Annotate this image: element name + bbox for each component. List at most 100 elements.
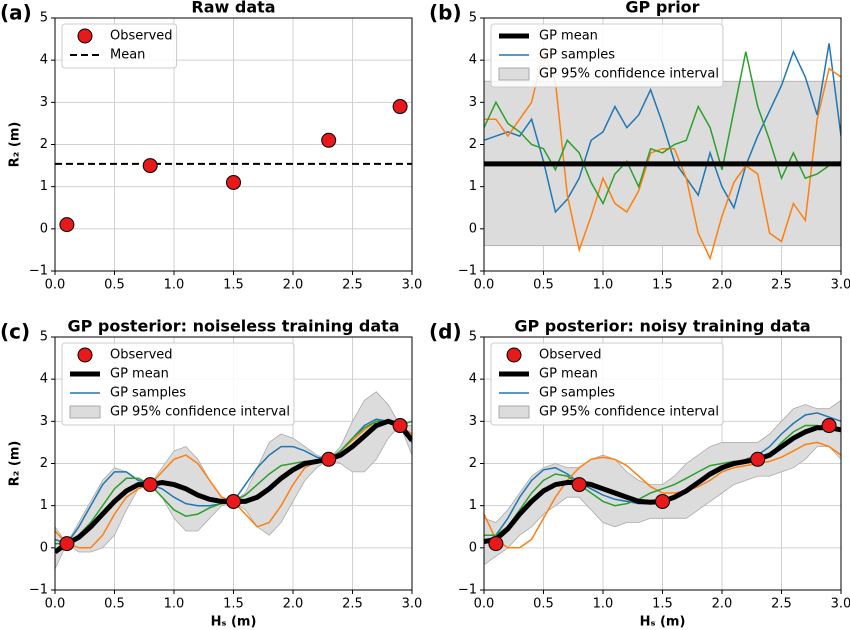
legend-box — [61, 342, 295, 426]
x-tick-label: 1.5 — [652, 278, 673, 293]
x-tick-label: 0.0 — [45, 278, 66, 293]
y-tick-label: 2 — [40, 456, 48, 471]
y-tick-label: 0 — [469, 221, 477, 236]
y-tick-label: 3 — [469, 95, 477, 110]
legend-marker — [506, 347, 522, 363]
observed-point — [226, 493, 241, 509]
sample-line — [484, 441, 841, 549]
y-tick-label: 2 — [469, 137, 477, 152]
legend: GP mean GP samples GP 95% confidence inter… — [490, 23, 724, 88]
legend-label: GP 95% confidence interval — [110, 405, 290, 420]
panel: (b) GP prior 0.0 0.5 1.0 1.5 2.0 2.5 3.0 −1 0 1 2 3 4 5… — [429, 0, 850, 293]
axes-frame — [54, 17, 413, 272]
observed-point — [392, 99, 408, 115]
x-tick-label: 2.5 — [771, 597, 792, 612]
y-tick-label: −1 — [29, 264, 48, 279]
legend-marker — [498, 405, 530, 419]
observed-point — [142, 477, 158, 493]
legend-box — [490, 342, 724, 426]
legend: Observed GP mean GP samples GP 95% confiden… — [490, 342, 724, 426]
x-tick-label: 0.5 — [533, 597, 554, 612]
sample-line — [484, 424, 841, 536]
observed-point — [488, 536, 504, 552]
confidence-band — [55, 391, 412, 570]
y-tick-label: 1 — [40, 179, 48, 194]
y-axis-label: R₂ (m) — [8, 122, 23, 168]
y-tick-label: 3 — [40, 95, 48, 110]
y-tick-label: −1 — [458, 264, 477, 279]
observed-point — [821, 418, 837, 434]
x-tick-label: 1.5 — [652, 597, 673, 612]
legend: Observed Mean — [61, 23, 178, 69]
y-tick-label: 1 — [469, 179, 477, 194]
legend-marker — [69, 405, 101, 419]
y-tick-label: 0 — [40, 540, 48, 555]
panel: (a) Raw data 0.0 0.5 1.0 1.5 2.0 2.5 3.0 −1 0 1 2 3 4 5… — [0, 0, 422, 293]
y-tick-label: 1 — [469, 498, 477, 513]
legend-label: GP mean — [539, 29, 598, 44]
x-tick-label: 3.0 — [831, 597, 850, 612]
y-tick-label: 5 — [469, 330, 477, 345]
panel-label: (b) — [429, 1, 462, 25]
legend-label: GP 95% confidence interval — [539, 405, 719, 420]
x-axis-label: Hₛ (m) — [211, 615, 257, 630]
x-tick-label: 2.5 — [771, 278, 792, 293]
axes-frame — [483, 336, 842, 591]
x-tick-label: 1.0 — [593, 597, 614, 612]
y-axis-label: R₂ (m) — [8, 441, 23, 487]
x-tick-label: 3.0 — [831, 278, 850, 293]
x-tick-label: 1.0 — [593, 278, 614, 293]
x-tick-label: 2.0 — [283, 278, 304, 293]
axes-frame — [483, 17, 842, 272]
y-tick-label: 4 — [469, 53, 477, 68]
y-tick-label: 1 — [40, 498, 48, 513]
legend-box — [490, 23, 724, 88]
x-tick-label: 0.5 — [104, 278, 125, 293]
x-tick-label: 2.0 — [283, 597, 304, 612]
y-tick-label: 0 — [469, 540, 477, 555]
y-tick-label: 5 — [40, 330, 48, 345]
x-tick-label: 2.5 — [342, 597, 363, 612]
x-tick-label: 0.5 — [533, 278, 554, 293]
legend-label: Observed — [110, 29, 173, 44]
y-tick-label: 4 — [40, 53, 48, 68]
y-tick-label: 5 — [40, 11, 48, 26]
y-tick-label: 2 — [40, 137, 48, 152]
x-tick-label: 1.0 — [164, 597, 185, 612]
legend-label: GP samples — [539, 48, 615, 63]
x-tick-label: 2.0 — [712, 597, 733, 612]
x-tick-label: 0.0 — [45, 597, 66, 612]
x-tick-label: 2.0 — [712, 278, 733, 293]
legend-label: Observed — [539, 348, 602, 363]
x-tick-label: 0.0 — [474, 597, 495, 612]
legend-label: GP 95% confidence interval — [539, 67, 719, 82]
x-tick-label: 0.0 — [474, 278, 495, 293]
observed-point — [59, 217, 75, 233]
x-tick-label: 1.5 — [223, 278, 244, 293]
y-tick-label: −1 — [458, 583, 477, 598]
y-tick-label: 5 — [469, 11, 477, 26]
legend-label: GP samples — [539, 386, 615, 401]
observed-point — [750, 451, 766, 467]
y-tick-label: 0 — [40, 221, 48, 236]
observed-point — [392, 418, 408, 434]
panel-label: (c) — [0, 320, 30, 344]
panel-label: (d) — [429, 320, 462, 344]
y-tick-label: 3 — [40, 414, 48, 429]
plot-area — [484, 43, 841, 261]
x-tick-label: 1.0 — [164, 278, 185, 293]
legend-label: GP mean — [539, 367, 598, 382]
x-tick-label: 3.0 — [402, 597, 423, 612]
y-tick-label: −1 — [29, 583, 48, 598]
legend-label: Observed — [110, 348, 173, 363]
legend-label: GP mean — [110, 367, 169, 382]
x-tick-label: 0.5 — [104, 597, 125, 612]
observed-point — [321, 132, 337, 148]
panel-label: (a) — [0, 1, 32, 25]
observed-point — [571, 477, 587, 493]
legend-marker — [77, 28, 93, 44]
chart-title: GP posterior: noiseless training data — [67, 317, 399, 336]
y-tick-label: 2 — [469, 456, 477, 471]
chart-title: GP posterior: noisy training data — [514, 317, 810, 336]
